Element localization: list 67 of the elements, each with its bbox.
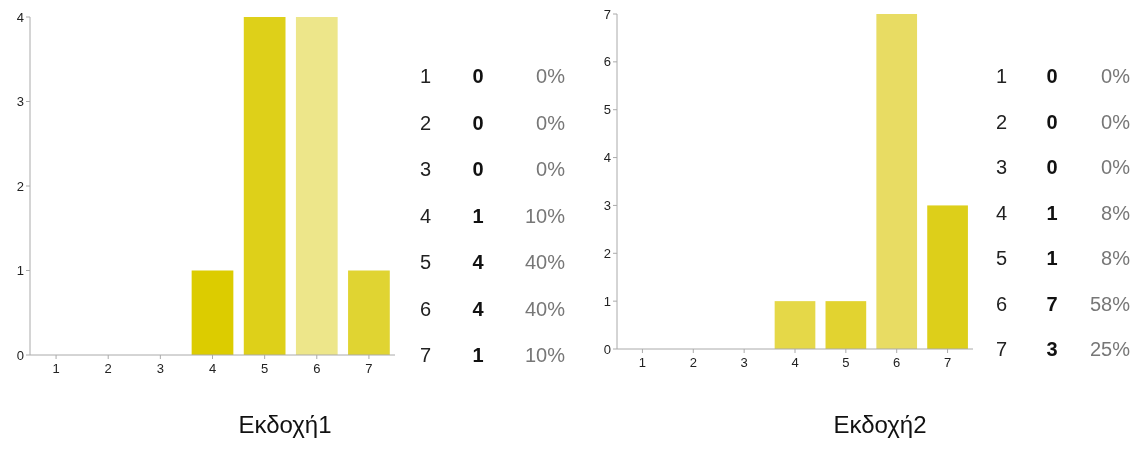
text: 58% xyxy=(1089,292,1131,315)
text: 0% xyxy=(536,65,566,87)
category-label: 7 xyxy=(1046,292,1058,315)
text: 1 xyxy=(1046,201,1058,224)
text: 0% xyxy=(1101,156,1131,178)
text: 1 xyxy=(472,204,484,227)
x-tick-label: 4 xyxy=(791,355,799,370)
x-tick-label: 2 xyxy=(104,361,112,376)
category-label: 2 xyxy=(996,110,1008,133)
category-label: 1 xyxy=(1046,247,1058,269)
text: 40% xyxy=(524,297,566,320)
y-tick-label: 1 xyxy=(16,263,24,279)
category-label: 5 xyxy=(996,247,1008,269)
x-tick-label: 7 xyxy=(943,355,952,370)
text: 3 xyxy=(420,158,432,180)
y-tick-label: 4 xyxy=(603,150,611,166)
text: 0 xyxy=(1046,65,1058,87)
y-tick-label: 3 xyxy=(603,197,611,213)
text: 0 xyxy=(472,65,484,87)
category-label: 4 xyxy=(472,297,484,320)
text: 0 xyxy=(1046,110,1058,133)
x-tick-label: 5 xyxy=(261,361,269,376)
x-tick-label: 2 xyxy=(689,355,697,370)
text: 0% xyxy=(1101,65,1131,87)
category-label: 5 xyxy=(420,251,432,273)
text: 3 xyxy=(996,156,1008,178)
text: 4 xyxy=(472,251,485,273)
text: 0 xyxy=(1046,156,1058,178)
y-tick-label: 4 xyxy=(16,9,24,25)
y-tick-label: 3 xyxy=(16,94,24,110)
text: 0% xyxy=(536,158,566,180)
text: 25% xyxy=(1089,338,1131,360)
x-tick-label: 1 xyxy=(638,355,647,370)
category-label: 6 xyxy=(420,297,432,320)
x-tick-label: 3 xyxy=(156,361,164,376)
x-tick-label: 5 xyxy=(842,355,850,370)
text: 0 xyxy=(472,111,484,134)
category-label: 6 xyxy=(996,292,1008,315)
text: 8% xyxy=(1101,247,1131,269)
y-tick-label: 5 xyxy=(603,102,611,118)
text: 0% xyxy=(536,111,566,134)
y-tick-label: 2 xyxy=(16,178,24,194)
text: 10% xyxy=(524,344,566,366)
text: 10% xyxy=(524,204,566,227)
category-label: 2 xyxy=(420,111,432,134)
x-tick-label: 7 xyxy=(365,361,373,376)
text: 1 xyxy=(996,65,1008,87)
text: 4 xyxy=(420,204,432,227)
text: 8% xyxy=(1101,201,1131,224)
x-tick-label: 6 xyxy=(313,361,321,376)
y-tick-label: 6 xyxy=(603,54,611,70)
y-tick-label: 0 xyxy=(603,341,611,357)
x-tick-label: 6 xyxy=(893,355,901,370)
y-tick-label: 7 xyxy=(603,6,611,22)
text: Εκδοχή1 xyxy=(238,411,332,438)
y-tick-label: 1 xyxy=(603,293,611,309)
text: Εκδοχή2 xyxy=(833,411,927,438)
text: 0 xyxy=(472,158,484,180)
text: 0% xyxy=(1101,110,1131,133)
text: 1 xyxy=(420,65,432,87)
y-tick-label: 2 xyxy=(603,245,611,261)
x-tick-label: 1 xyxy=(52,361,60,376)
text: 40% xyxy=(524,251,566,273)
y-tick-label: 0 xyxy=(16,347,24,363)
x-tick-label: 4 xyxy=(208,361,217,376)
category-label: 4 xyxy=(996,201,1008,224)
x-tick-label: 3 xyxy=(740,355,748,370)
